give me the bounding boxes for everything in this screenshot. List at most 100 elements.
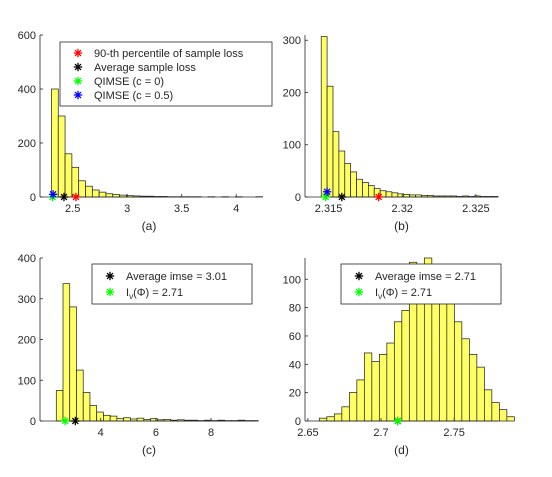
histogram-bar [362,182,368,197]
legend-label: QIMSE (c = 0.5) [94,90,173,102]
legend-label: Average imse = 3.01 [126,271,227,283]
histogram-bar [462,339,470,421]
legend-label: Average imse = 2.71 [375,271,476,283]
histogram-bar [454,322,462,421]
histogram-bar [137,418,144,421]
y-tick-label: 200 [283,87,301,99]
legend-label: Average sample loss [94,62,196,74]
histogram-bar [372,361,380,421]
x-tick-label: 3 [124,203,130,215]
star-marker [323,188,331,196]
histogram-bar [484,390,492,421]
x-tick-label: 2.7 [373,427,388,439]
x-tick-label: 2.32 [392,203,413,215]
legend-star-marker [355,272,363,280]
x-tick-label: 2.5 [65,203,80,215]
legend-star-marker [74,49,82,57]
legend-label: 90-th percentile of sample loss [94,48,244,60]
histogram-bar [398,194,404,197]
histogram-bar [327,417,335,421]
y-tick-label: 100 [283,274,301,286]
legend-star-marker [355,288,363,296]
histogram-bar [394,322,402,421]
histogram-bar [83,392,90,421]
histogram-bar [124,418,131,421]
legend: 90-th percentile of sample loss Average s… [60,42,272,106]
legend-star-marker [74,77,82,85]
y-tick-label: 80 [289,303,301,315]
x-tick-label: 4 [233,203,239,215]
histogram-bar [76,370,83,421]
histogram-bar [103,415,110,421]
histogram-bar [72,167,79,197]
histogram-bar [110,416,117,421]
y-tick-label: 100 [283,140,301,152]
y-tick-label: 200 [18,335,36,347]
histogram-bar [351,172,357,197]
histogram-bar [477,367,485,421]
y-tick-label: 600 [18,30,36,42]
star-marker [394,417,402,425]
legend-star-marker [106,272,114,280]
x-tick-label: 2.325 [462,203,490,215]
legend-star-marker [74,63,82,71]
star-marker [72,193,80,201]
histogram-bar [447,293,455,421]
histogram-bar [492,403,500,421]
star-marker [49,190,57,198]
histogram-bar [379,354,387,421]
histogram-bar [65,154,72,197]
histogram-bar [357,179,363,197]
y-tick-label: 300 [18,294,36,306]
panel-caption: (b) [394,219,409,233]
panel-caption: (c) [142,443,156,457]
histogram-bar [357,380,365,421]
star-marker [338,193,346,201]
star-marker [71,417,79,425]
histogram-bar [319,418,327,421]
histogram-bar [402,310,410,421]
histogram-bar [51,89,58,197]
y-tick-label: 0 [295,192,301,204]
legend-label: Iν(Φ) = 2.71 [126,287,183,301]
x-tick-label: 3.5 [174,203,189,215]
histogram-bar [99,192,106,197]
y-tick-label: 0 [30,192,36,204]
histogram-bar [339,151,345,197]
histogram-bar [386,192,392,197]
legend-label: Iν(Φ) = 2.71 [375,287,432,301]
panel-caption: (a) [142,219,157,233]
legend: Average imse = 2.71 Iν(Φ) = 2.71 [341,264,501,304]
legend-star-marker [74,91,82,99]
histogram-bar [364,353,372,421]
histogram-bar [334,414,342,421]
histogram-bar [90,406,97,421]
legend-label: QIMSE (c = 0) [94,76,164,88]
histogram-bar [499,410,507,421]
histogram-bar [86,186,93,197]
histogram-bar [439,286,447,421]
histogram-bar [321,37,327,197]
histogram-bar [345,164,351,197]
histogram-bar [63,284,70,421]
histogram-bar [368,186,374,197]
histogram-bar [349,393,357,421]
histogram-bar [342,407,350,421]
statistic-markers [394,417,402,425]
y-tick-label: 100 [18,375,36,387]
bars [321,37,498,197]
panel-caption: (d) [394,443,409,457]
star-marker [374,193,382,201]
y-tick-label: 300 [283,35,301,47]
star-marker [61,417,69,425]
histogram-bar [333,132,339,197]
x-tick-label: 4 [98,427,104,439]
x-tick-label: 2.75 [443,427,464,439]
histogram-bar [327,86,333,197]
histogram-bar [92,190,99,197]
histogram-bar [70,307,77,421]
y-tick-label: 400 [18,253,36,265]
